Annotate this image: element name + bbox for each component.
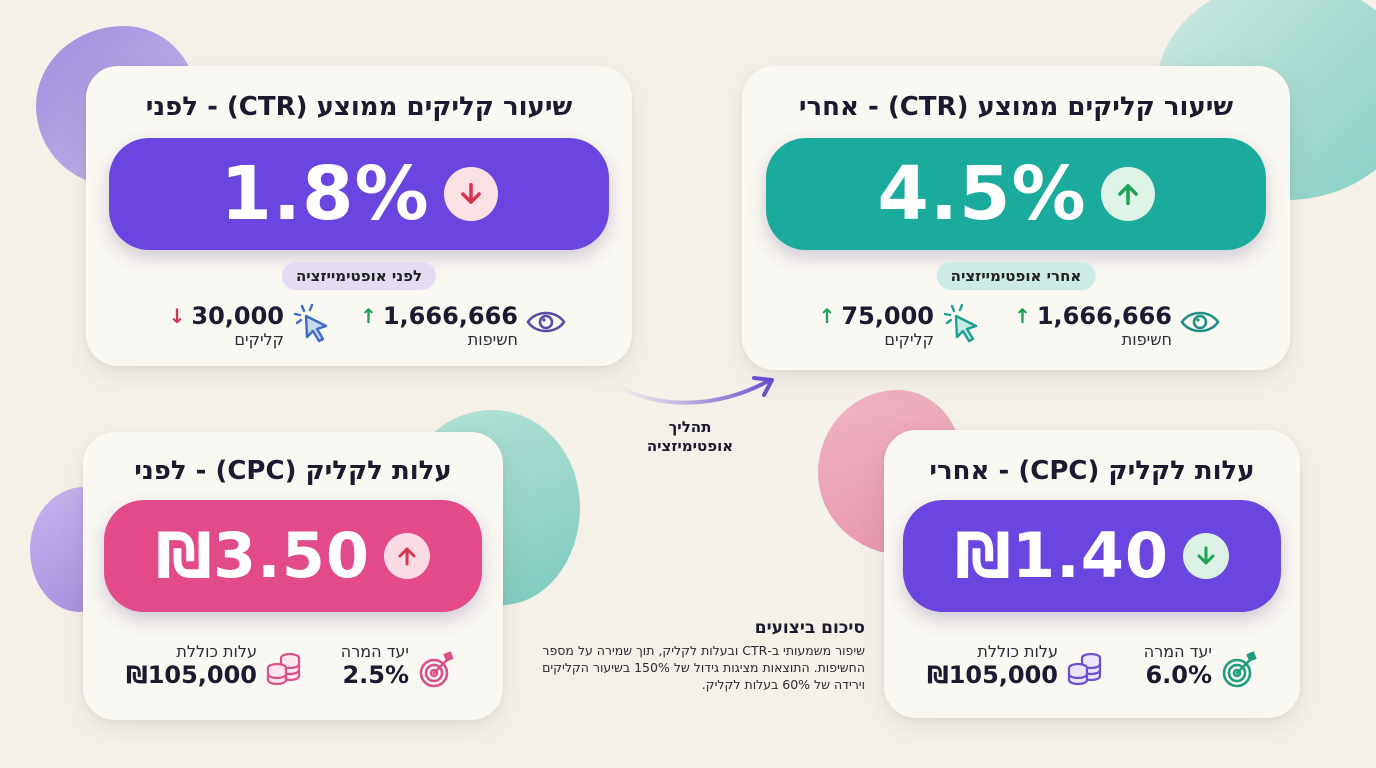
conversion-goal-value: 6.0% <box>1145 661 1212 689</box>
coins-icon <box>265 650 303 692</box>
coins-icon <box>1066 650 1104 692</box>
ctr-value-pill: 1.8% <box>109 138 609 250</box>
ctr-value: 1.8% <box>220 151 430 237</box>
clicks-value: 75,000 <box>841 302 934 330</box>
process-label-line2: אופטימיזציה <box>646 437 734 455</box>
card-title: עלות לקליק (CPC) - אחרי <box>929 456 1255 486</box>
trend-down-icon <box>443 167 498 221</box>
performance-summary: סיכום ביצועים שיפור משמעותי ב-CTR ובעלות… <box>525 618 865 693</box>
cpc-value: ₪3.50 <box>155 519 371 592</box>
conversion-goal-stat: יעד המרה 2.5% <box>341 642 457 694</box>
process-label-line1: תהליך <box>668 418 712 436</box>
summary-body: שיפור משמעותי ב-CTR ובעלות לקליק, תוך שמ… <box>542 643 865 692</box>
total-cost-value: ₪105,000 <box>926 661 1058 689</box>
card-title: שיעור קליקים ממוצע (CTR) - לפני <box>145 92 573 122</box>
total-cost-label: עלות כוללת <box>977 642 1058 661</box>
cpc-after-card: עלות לקליק (CPC) - אחרי ₪1.40 יעד המרה 6… <box>884 430 1300 718</box>
trend-up-icon <box>384 533 431 579</box>
impressions-value: 1,666,666 <box>1036 302 1172 330</box>
total-cost-value: ₪105,000 <box>125 661 257 689</box>
target-icon <box>417 650 457 694</box>
ctr-after-card: שיעור קליקים ממוצע (CTR) - אחרי 4.5% אחר… <box>742 66 1290 370</box>
conversion-goal-label: יעד המרה <box>1143 642 1212 661</box>
ctr-value-pill: 4.5% <box>766 138 1266 250</box>
cpc-before-card: עלות לקליק (CPC) - לפני ₪3.50 יעד המרה 2… <box>83 432 503 720</box>
trend-up-icon: ↑ <box>1014 304 1031 328</box>
impressions-value: 1,666,666 <box>382 302 518 330</box>
trend-down-icon <box>1183 533 1230 579</box>
conversion-goal-label: יעד המרה <box>340 642 409 661</box>
ctr-before-card: שיעור קליקים ממוצע (CTR) - לפני 1.8% לפנ… <box>86 66 632 366</box>
impressions-stat: ↑ 1,666,666 חשיפות <box>1014 302 1220 349</box>
cpc-value: ₪1.40 <box>954 519 1170 592</box>
summary-title: סיכום ביצועים <box>754 618 865 638</box>
before-optimization-tag: לפני אופטימייזציה <box>281 262 437 290</box>
cpc-value-pill: ₪1.40 <box>903 500 1281 612</box>
eye-icon <box>1180 308 1220 340</box>
trend-up-icon: ↑ <box>818 304 836 328</box>
curved-arrow-icon <box>616 376 774 405</box>
trend-up-icon: ↑ <box>360 304 377 328</box>
conversion-goal-stat: יעד המרה 6.0% <box>1144 642 1260 694</box>
clicks-stat: ↑ 75,000 קליקים <box>819 302 982 350</box>
clicks-label: קליקים <box>884 330 934 349</box>
card-title: שיעור קליקים ממוצע (CTR) - אחרי <box>798 92 1234 122</box>
trend-up-icon <box>1100 167 1155 221</box>
clicks-stat: ↓ 30,000 קליקים <box>169 302 332 350</box>
target-icon <box>1220 650 1260 694</box>
after-optimization-tag: אחרי אופטימייזציה <box>936 262 1096 290</box>
ctr-value: 4.5% <box>877 151 1087 237</box>
cursor-click-icon <box>292 302 332 350</box>
impressions-label: חשיפות <box>1121 330 1172 349</box>
cpc-value-pill: ₪3.50 <box>104 500 482 612</box>
impressions-label: חשיפות <box>467 330 518 349</box>
trend-down-icon: ↓ <box>168 304 186 328</box>
total-cost-label: עלות כוללת <box>176 642 257 661</box>
conversion-goal-value: 2.5% <box>342 661 409 689</box>
total-cost-stat: עלות כוללת ₪105,000 <box>126 642 303 692</box>
eye-icon <box>526 308 566 340</box>
impressions-stat: ↑ 1,666,666 חשיפות <box>360 302 566 349</box>
clicks-value: 30,000 <box>191 302 284 330</box>
optimization-process: תהליך אופטימיזציה <box>600 360 780 470</box>
card-title: עלות לקליק (CPC) - לפני <box>134 456 452 486</box>
cursor-click-icon <box>942 302 982 350</box>
clicks-label: קליקים <box>234 330 284 349</box>
total-cost-stat: עלות כוללת ₪105,000 <box>927 642 1104 692</box>
